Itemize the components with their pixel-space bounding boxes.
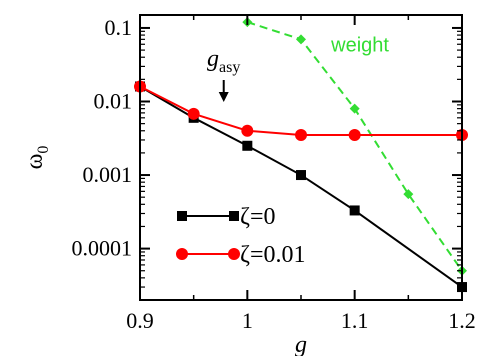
y-axis-label: ω0 bbox=[22, 146, 52, 170]
legend-label: ζ=0.01 bbox=[240, 242, 305, 268]
gasy-annotation: gasy bbox=[207, 46, 240, 102]
data-point bbox=[187, 107, 200, 120]
gasy-annotation-base: g bbox=[207, 46, 219, 72]
y-tick-label: 0.1 bbox=[105, 15, 133, 40]
series-circle bbox=[134, 80, 468, 142]
y-tick-label: 0.001 bbox=[83, 162, 133, 187]
legend-marker bbox=[177, 211, 187, 221]
legend-marker bbox=[229, 211, 239, 221]
legend-marker bbox=[176, 248, 188, 260]
series-line bbox=[139, 85, 463, 288]
x-tick-label: 1.2 bbox=[448, 308, 476, 333]
data-point bbox=[349, 103, 360, 114]
data-point bbox=[242, 140, 253, 151]
y-axis-label-base: ω bbox=[22, 154, 48, 170]
data-point bbox=[296, 170, 306, 181]
data-point bbox=[241, 124, 254, 137]
data-point bbox=[348, 129, 361, 142]
x-tick-label: 1.1 bbox=[341, 308, 369, 333]
series-line bbox=[139, 85, 462, 137]
y-axis-label-subscript: 0 bbox=[35, 146, 52, 154]
y-tick-label: 0.0001 bbox=[72, 236, 133, 261]
x-axis-label: g bbox=[295, 332, 307, 356]
series-diamond bbox=[242, 17, 467, 276]
weight-series-label: weight bbox=[330, 34, 389, 56]
x-tick-label: 1 bbox=[242, 308, 253, 333]
data-point bbox=[349, 205, 360, 216]
data-point bbox=[296, 34, 306, 45]
legend-label: ζ=0 bbox=[240, 204, 275, 230]
legend-marker bbox=[228, 248, 240, 260]
ticks-layer: 0.9 1 1.1 1.2 0.0001 0.001 0.01 0.1 bbox=[72, 15, 476, 333]
y-tick-label: 0.01 bbox=[94, 88, 133, 113]
gasy-arrow-head bbox=[218, 92, 229, 102]
x-tick-label: 0.9 bbox=[126, 308, 154, 333]
legend: ζ=0 ζ=0.01 bbox=[176, 204, 305, 268]
data-point bbox=[403, 189, 414, 200]
gasy-annotation-subscript: asy bbox=[219, 59, 240, 76]
gasy-annotation-text: gasy bbox=[207, 46, 240, 76]
series-line bbox=[247, 21, 463, 272]
data-point bbox=[295, 129, 307, 142]
